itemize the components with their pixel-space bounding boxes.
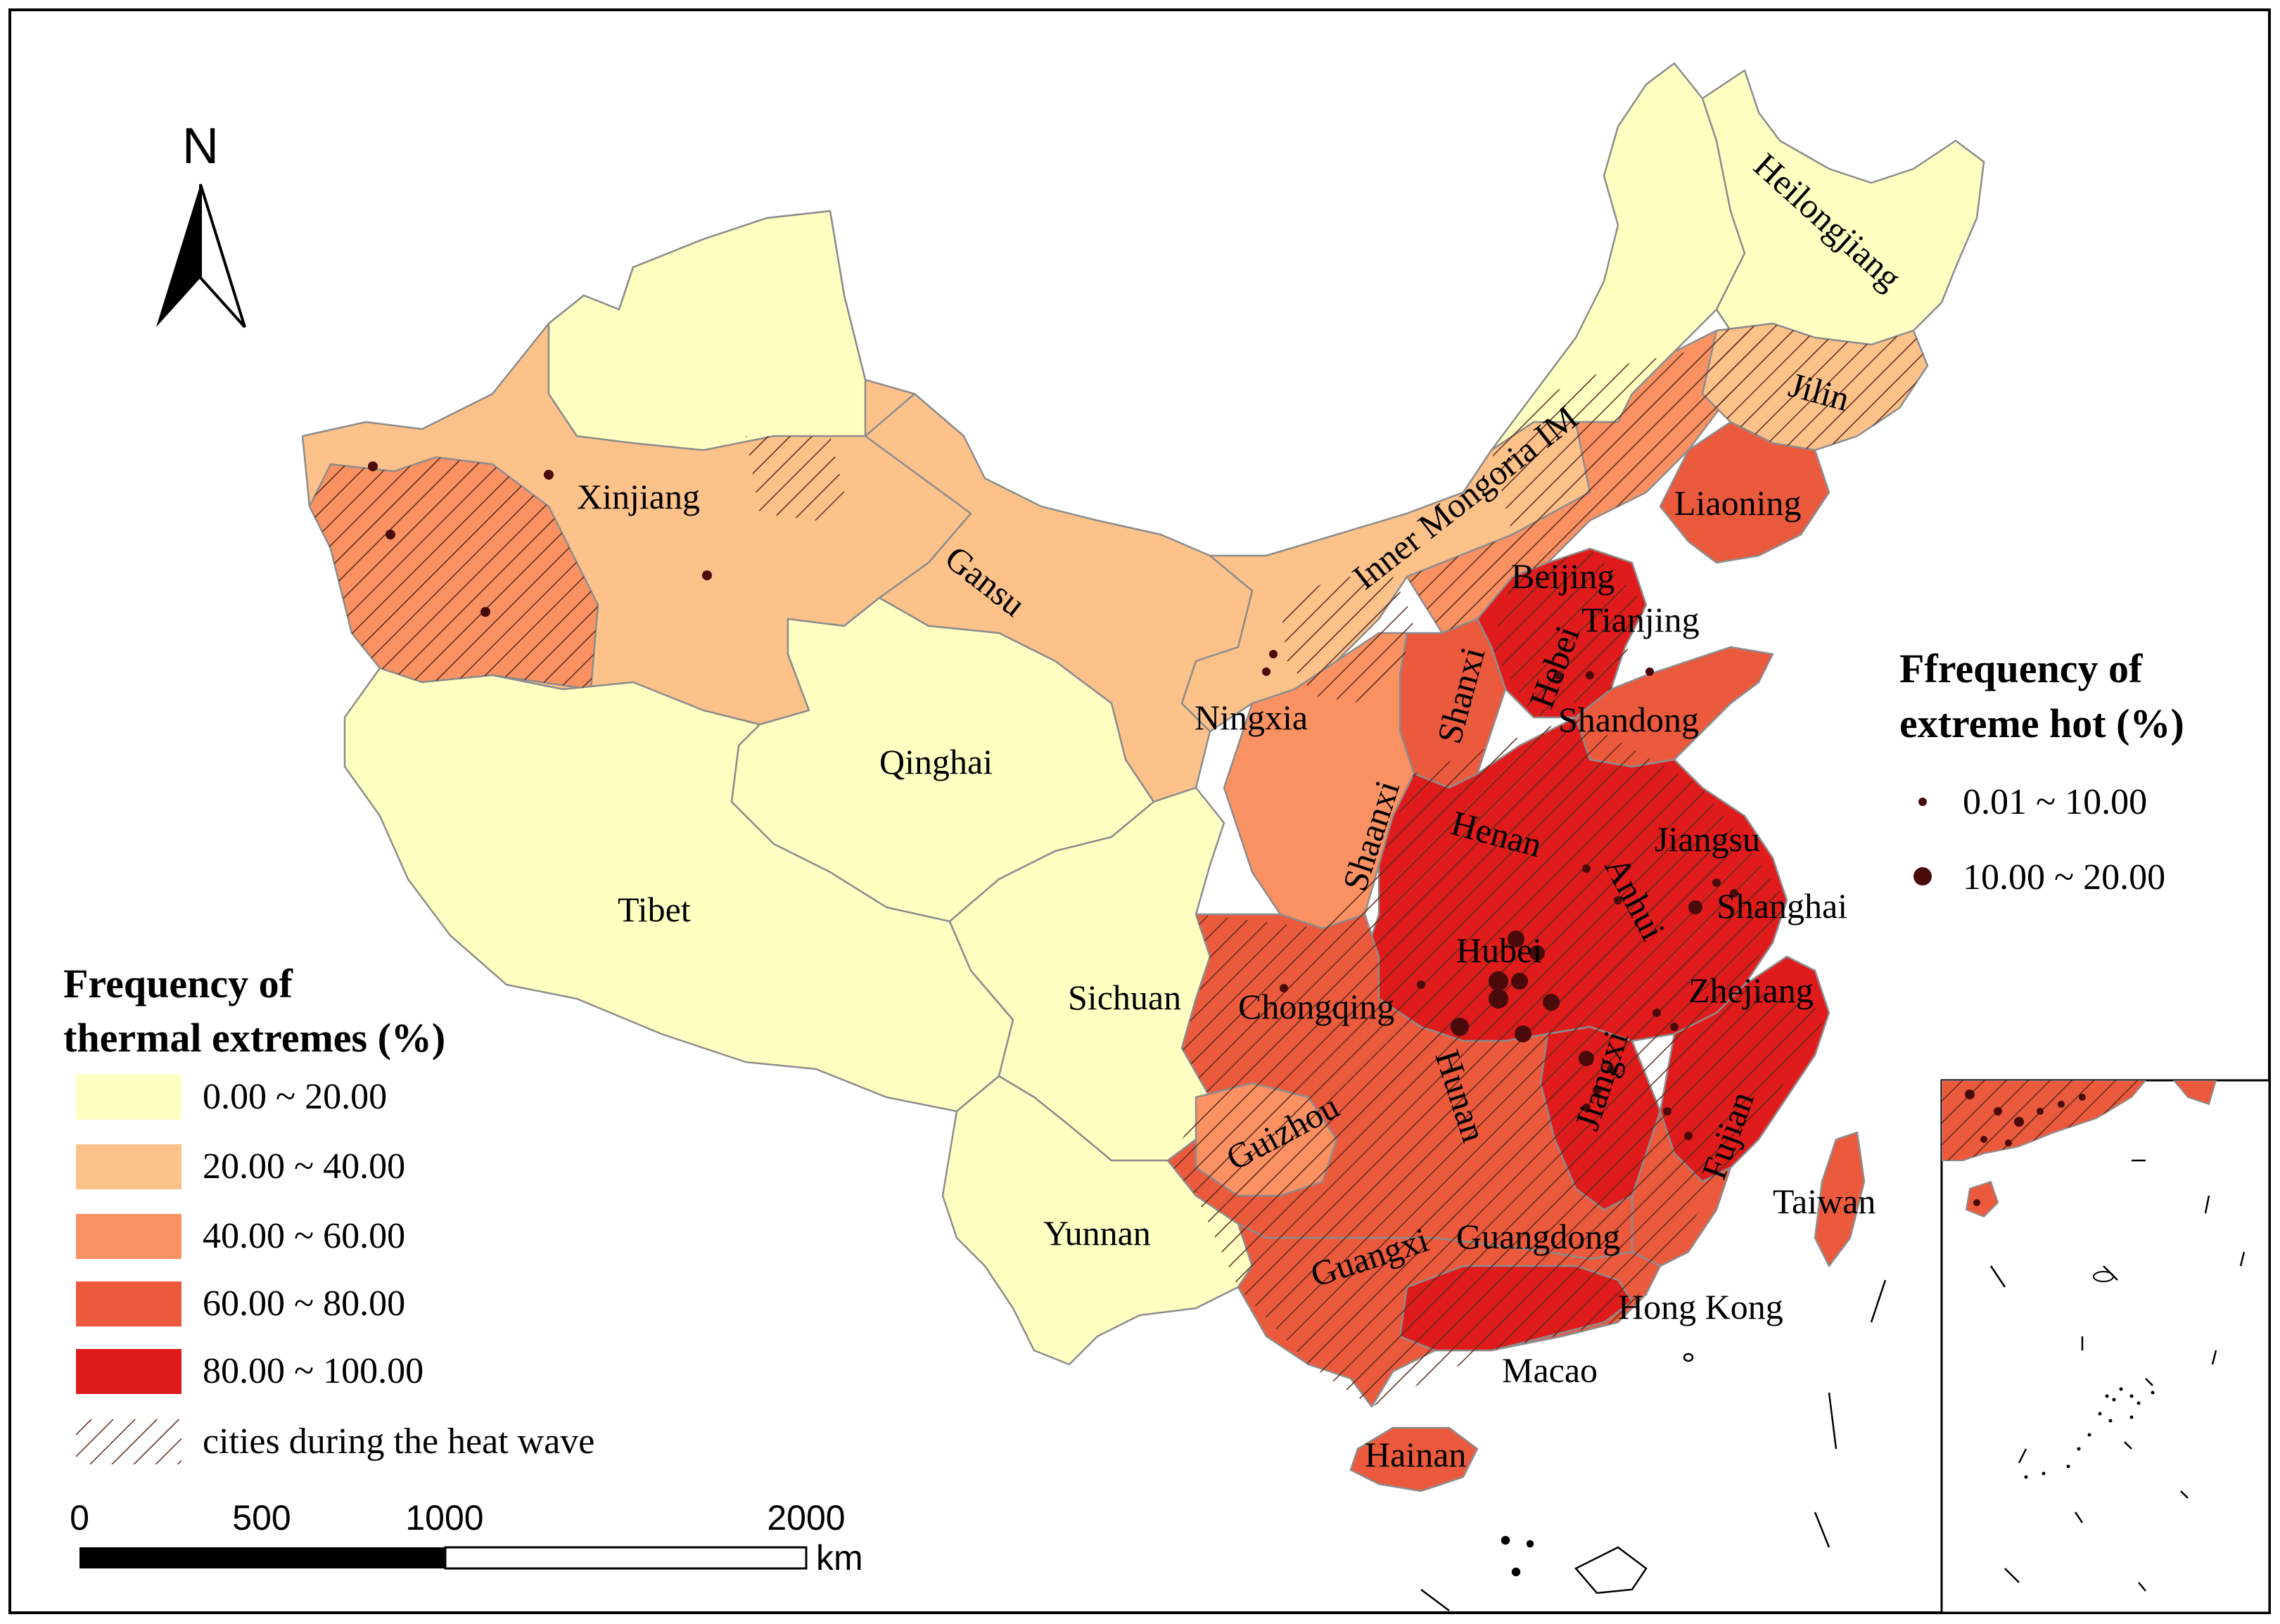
heatwave-hatch	[310, 324, 1928, 1407]
label-ningxia: Ningxia	[1195, 698, 1308, 737]
label-yunnan: Yunnan	[1043, 1213, 1151, 1253]
legend-hot-class-label: 10.00 ~ 20.00	[1963, 857, 2165, 897]
south-islands	[1420, 1279, 1887, 1611]
hot-dot-small	[1582, 864, 1591, 873]
legend-swatch	[76, 1214, 181, 1259]
hot-dot-small	[1663, 1107, 1671, 1115]
hot-dot-small	[1262, 667, 1270, 676]
hot-dot-small	[544, 470, 554, 480]
label-jiangsu: Jiangsu	[1655, 819, 1760, 859]
north-arrow-label: N	[182, 118, 219, 174]
hot-dot-small	[1614, 896, 1622, 904]
label-hainan: Hainan	[1365, 1435, 1466, 1474]
label-guangdong: Guangdong	[1456, 1217, 1620, 1256]
hot-dot-small	[1593, 1086, 1601, 1094]
hot-dot-large	[1515, 1025, 1531, 1042]
hot-dot-small	[1607, 1065, 1615, 1073]
extreme-hot-points	[368, 461, 1738, 1140]
label-beijing: Beijing	[1511, 556, 1615, 596]
hot-dot-small	[1582, 1104, 1591, 1112]
label-shandong: Shandong	[1558, 700, 1699, 739]
legend-hot-title-line1: Ffrequency of	[1899, 646, 2143, 691]
legend-class-label: 20.00 ~ 40.00	[203, 1146, 405, 1187]
legend-hatch-swatch	[76, 1419, 181, 1464]
legend-swatch	[76, 1144, 181, 1189]
hot-dot-small	[1417, 980, 1425, 989]
label-chongqing: Chongqing	[1238, 987, 1394, 1026]
legend-class-label: 40.00 ~ 60.00	[203, 1216, 405, 1256]
label-macao: Macao	[1502, 1350, 1598, 1390]
hot-dot-small	[1652, 1009, 1661, 1017]
label-zhejiang: Zhejiang	[1688, 971, 1814, 1010]
hot-dot-small	[1670, 1023, 1679, 1031]
scale-tick-label: 1000	[405, 1498, 483, 1537]
label-qinghai: Qinghai	[879, 742, 993, 781]
scale-tick-label: 500	[232, 1498, 291, 1537]
legend-hot-dot-small	[1918, 798, 1927, 806]
region-taiwan	[1814, 1131, 1866, 1267]
north-arrow: N	[156, 118, 246, 328]
legend-hot-dot-large	[1913, 867, 1932, 885]
region-hainan	[1349, 1426, 1479, 1492]
scale-unit: km	[816, 1538, 863, 1578]
label-hubei: Hubei	[1456, 931, 1542, 970]
hot-dot-large	[1543, 994, 1560, 1011]
hot-dot-large	[1529, 945, 1545, 961]
hot-dot-small	[702, 570, 712, 580]
label-liaoning: Liaoning	[1674, 483, 1802, 523]
legend-swatch	[76, 1349, 181, 1394]
region-yunnan	[941, 1075, 1254, 1366]
legend-hot-class-label: 0.01 ~ 10.00	[1963, 782, 2147, 822]
hot-dot-small	[1586, 671, 1594, 679]
hot-dot-small	[480, 607, 490, 617]
hot-dot-small	[368, 461, 378, 471]
legend-hatch-label: cities during the heat wave	[203, 1421, 594, 1462]
label-xinjiang: Xinjiang	[577, 477, 700, 516]
legend-thermal: Frequency of thermal extremes (%) 0.00 ~…	[63, 961, 594, 1464]
hot-dot-large	[1508, 931, 1524, 947]
label-taiwan: Taiwan	[1773, 1182, 1875, 1221]
hot-dot-small	[1730, 889, 1738, 897]
hot-dot-large	[1489, 971, 1508, 991]
label-tianjing: Tianjing	[1581, 600, 1700, 639]
legend-hot: Ffrequency of extreme hot (%) 0.01 ~ 10.…	[1899, 646, 2184, 897]
legend-swatch	[76, 1075, 181, 1120]
legend-swatch	[76, 1281, 181, 1326]
hot-dot-small	[386, 530, 395, 539]
label-shanghai: Shanghai	[1717, 886, 1847, 926]
legend-hot-title-line2: extreme hot (%)	[1899, 701, 2184, 746]
south-china-sea-inset	[1940, 1079, 2271, 1614]
region-heilongjiang	[1701, 69, 1985, 346]
hot-dot-small	[1712, 878, 1721, 887]
hot-dot-small	[1269, 650, 1278, 658]
legend-thermal-title-line1: Frequency of	[63, 961, 293, 1006]
hot-dot-large	[1579, 1051, 1594, 1066]
hot-dot-large	[1451, 1018, 1469, 1036]
hot-dot-large	[1511, 973, 1528, 990]
hot-dot-large	[1489, 989, 1508, 1009]
legend-thermal-title-line2: thermal extremes (%)	[63, 1015, 445, 1061]
legend-class-label: 80.00 ~ 100.00	[203, 1351, 423, 1391]
scale-bar: 0 500 1000 2000 km	[70, 1498, 863, 1578]
hot-dot-small	[1645, 667, 1654, 676]
label-hong-kong: Hong Kong	[1618, 1287, 1783, 1326]
legend-class-label: 60.00 ~ 80.00	[203, 1284, 405, 1324]
scale-tick-label: 2000	[767, 1498, 845, 1537]
region-xinjiang-north	[547, 210, 867, 452]
hot-dot-small	[1684, 1132, 1693, 1140]
scale-tick-label: 0	[70, 1498, 89, 1537]
hot-dot-small	[1554, 671, 1562, 679]
legend-class-label: 0.00 ~ 20.00	[203, 1077, 387, 1117]
label-tibet: Tibet	[618, 890, 691, 929]
hot-dot-small	[1280, 984, 1288, 992]
label-sichuan: Sichuan	[1068, 978, 1181, 1017]
hot-dot-large	[1688, 900, 1702, 914]
